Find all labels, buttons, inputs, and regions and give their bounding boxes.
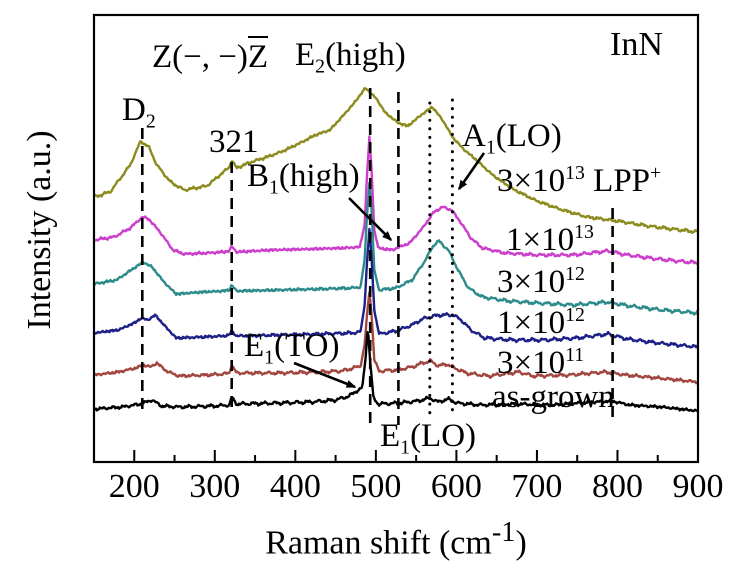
- b1-base: B: [247, 158, 270, 194]
- dose-main: 3×10: [497, 264, 566, 300]
- label-b1-high: B1(high): [247, 158, 360, 198]
- dose-exp: 13: [565, 162, 585, 184]
- b1-high-arrow: [348, 197, 393, 242]
- spectrum-curve-0: [94, 87, 698, 234]
- x-tick-label-800: 800: [591, 468, 643, 505]
- e1lo-base: E: [380, 418, 401, 454]
- e2-post: (high): [325, 37, 406, 73]
- series-label-3e13-lpp: 3×1013 LPP+: [497, 162, 662, 199]
- label-d2: D2: [122, 92, 156, 132]
- dose-main: 3×10: [497, 163, 566, 199]
- series-label-1e13: 1×1013: [506, 221, 594, 258]
- a1-base: A: [462, 118, 486, 154]
- e1to-base: E: [244, 328, 265, 364]
- spectrum-curve-5: [94, 330, 698, 413]
- dose-exp: 12: [565, 263, 585, 285]
- d2-base: D: [122, 92, 146, 128]
- spectrum-curve-4: [94, 291, 698, 385]
- a1-post: (LO): [495, 118, 562, 154]
- dose-tail: LPP: [584, 163, 651, 199]
- sample-label: InN: [610, 26, 663, 63]
- e1to-post: (TO): [274, 328, 340, 364]
- label-e2-high: E2(high): [295, 37, 406, 77]
- x-tick-label-300: 300: [189, 468, 241, 505]
- e1lo-post: (LO): [410, 418, 477, 454]
- label-e1-lo: E1(LO): [380, 418, 477, 458]
- series-label-1e12: 1×1012: [497, 304, 585, 341]
- series-label-3e12: 3×1012: [497, 263, 585, 300]
- x-axis-title-exponent: -1: [491, 517, 516, 548]
- spectra-curves: [94, 87, 698, 413]
- x-axis-title: Raman shift (cm-1): [94, 517, 698, 562]
- dose-exp: 11: [565, 344, 585, 366]
- geometry-text: Z(−, −): [152, 39, 248, 75]
- dose-main: 1×10: [497, 305, 566, 341]
- e1-to-arrow: [293, 361, 357, 389]
- spectrum-curve-1: [94, 135, 698, 267]
- b1-sub: 1: [269, 176, 279, 199]
- scattering-geometry-label: Z(−, −)Z: [152, 36, 269, 75]
- x-tick-label-500: 500: [350, 468, 402, 505]
- dose-exp: 12: [565, 304, 585, 326]
- dose-main: 1×10: [506, 222, 575, 258]
- series-label-as-grown: as-grown: [492, 380, 615, 414]
- label-321: 321: [209, 124, 259, 160]
- spectrum-curve-2: [94, 181, 698, 316]
- e1lo-sub: 1: [400, 436, 411, 459]
- plot-frame: [92, 13, 700, 464]
- x-tick-label-700: 700: [511, 468, 563, 505]
- label-a1-lo: A1(LO): [462, 118, 562, 158]
- a1-lo-arrow: [457, 152, 486, 191]
- e2-base: E: [295, 37, 316, 73]
- dose-tail-exp: +: [650, 162, 662, 184]
- x-tick-label-600: 600: [430, 468, 482, 505]
- b1-post: (high): [278, 158, 360, 194]
- label-e1-to: E1(TO): [244, 328, 340, 368]
- guide-lines: [141, 88, 614, 428]
- x-axis-ticks: [133, 450, 699, 462]
- annotation-arrows: [293, 152, 486, 389]
- spectrum-curve-3: [94, 227, 698, 349]
- x-axis-title-text: Raman shift (cm: [265, 524, 492, 562]
- d2-sub: 2: [145, 110, 156, 133]
- x-tick-label-900: 900: [672, 468, 724, 505]
- x-axis-title-close: ): [515, 524, 527, 562]
- x-tick-label-200: 200: [108, 468, 160, 505]
- series-label-3e11: 3×1011: [497, 344, 585, 381]
- y-axis-title: Intensity (a.u.): [21, 130, 58, 330]
- dose-main: as-grown: [492, 379, 615, 415]
- a1-sub: 1: [485, 136, 496, 159]
- e2-sub: 2: [315, 55, 326, 78]
- x-tick-label-400: 400: [269, 468, 321, 505]
- e1to-sub: 1: [264, 346, 275, 369]
- geometry-barred-z: Z: [247, 36, 269, 75]
- dose-exp: 13: [574, 221, 594, 243]
- dose-main: 3×10: [497, 345, 566, 381]
